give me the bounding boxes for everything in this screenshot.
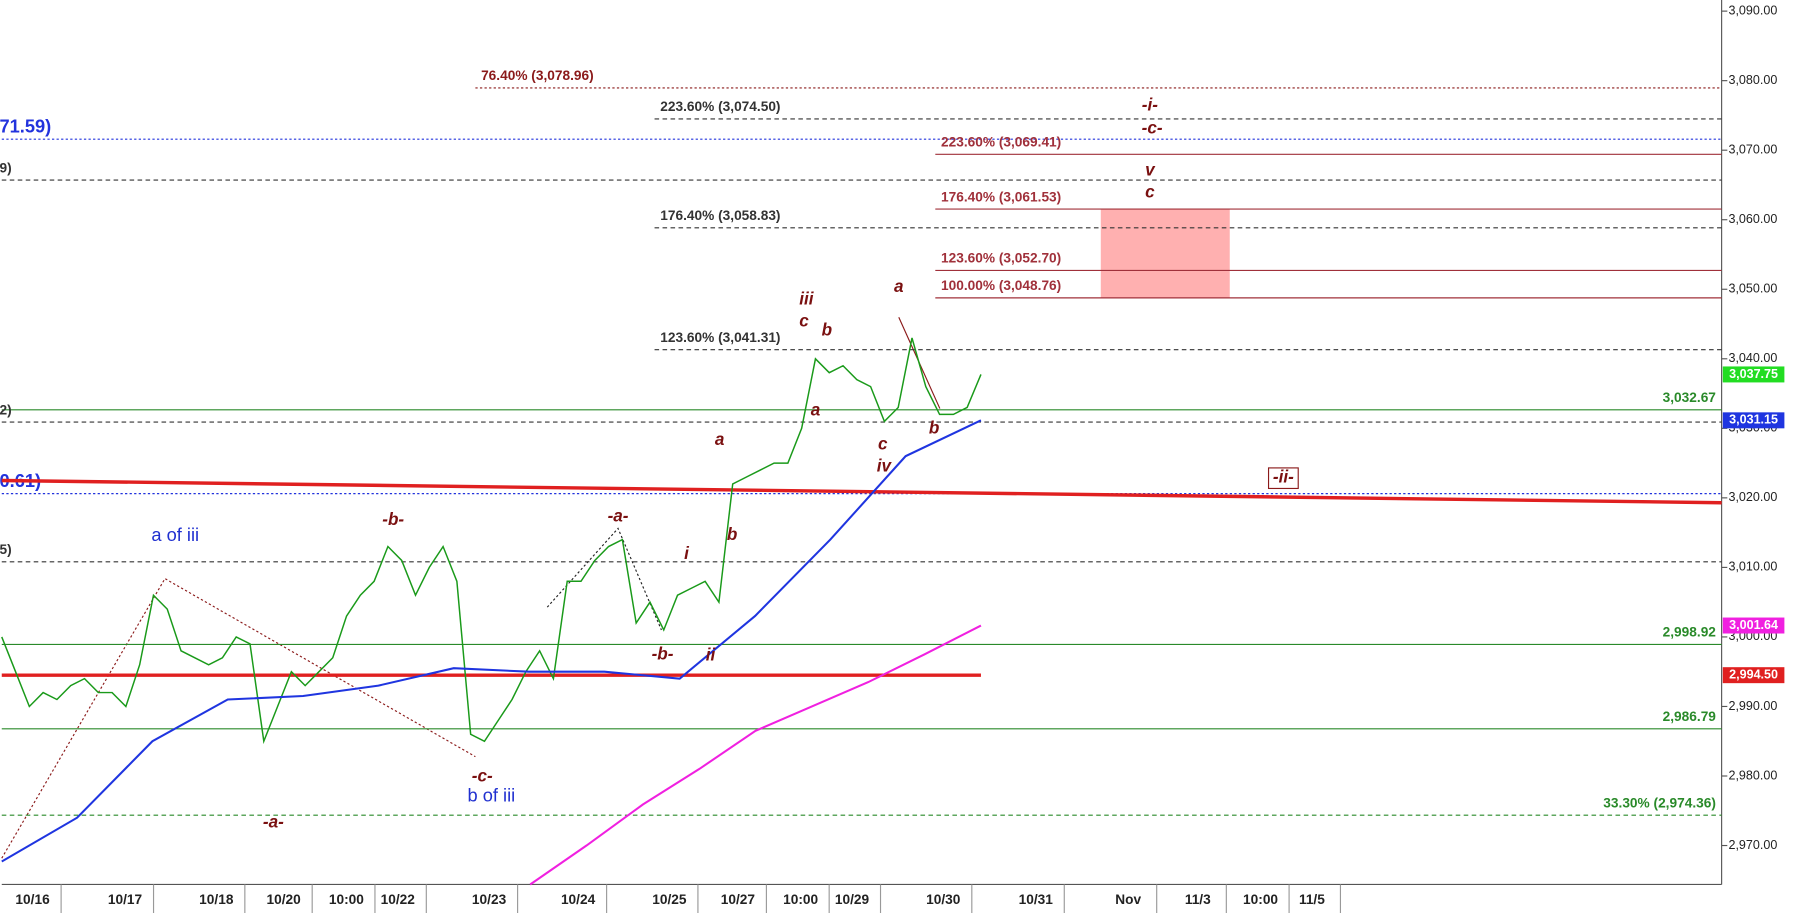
level-label: 9) [0, 160, 12, 175]
y-tick-label: 3,090.00 [1728, 3, 1777, 17]
y-tick-label: 3,020.00 [1728, 490, 1777, 504]
level-label: 223.60% (3,069.41) [941, 134, 1061, 149]
level-label: 223.60% (3,074.50) [660, 99, 780, 114]
wave-label: i [684, 544, 690, 563]
x-tick-label: 10/27 [721, 892, 756, 907]
price-tag-label: 3,001.64 [1729, 618, 1778, 632]
x-tick-label: 10/24 [561, 892, 596, 907]
wave-label: c [799, 311, 809, 330]
price-tag [1722, 617, 1785, 634]
level-label: 123.60% (3,052.70) [941, 251, 1061, 266]
wave-guide [546, 527, 662, 631]
x-tick-label: 10/30 [926, 892, 961, 907]
y-tick-label: 3,050.00 [1728, 282, 1777, 296]
target-zone [1100, 209, 1230, 298]
x-tick-label: 10/25 [652, 892, 687, 907]
trendline [1, 478, 1722, 505]
x-tick-label: 10/16 [15, 892, 50, 907]
x-tick-label: 11/3 [1185, 892, 1211, 907]
level-label: 123.60% (3,041.31) [660, 330, 780, 345]
price-line [1, 337, 982, 745]
x-tick-label: 11/5 [1299, 892, 1325, 907]
annotation-box [1267, 467, 1299, 490]
price-line [529, 624, 982, 886]
level-label: 100.00% (3,048.76) [941, 278, 1061, 293]
x-tick-label: 10/20 [267, 892, 302, 907]
x-tick-label: 10:00 [1243, 892, 1278, 907]
wave-label: -a- [608, 507, 629, 526]
level-label: 2) [0, 402, 12, 417]
wave-label: iii [799, 290, 815, 309]
level-label: 33.30% (2,974.36) [1603, 795, 1716, 810]
wave-label: c [1145, 182, 1155, 201]
level-label: 2,998.92 [1663, 625, 1717, 640]
wave-label: -b- [382, 510, 404, 529]
x-tick-label: 10/29 [835, 892, 870, 907]
wave-label: -ii- [1273, 468, 1294, 487]
x-tick-label: 10/17 [108, 892, 143, 907]
price-line [1, 419, 982, 863]
wave-label: -c- [472, 767, 493, 786]
y-tick-label: 2,990.00 [1728, 699, 1777, 713]
price-tag [1722, 667, 1785, 684]
price-tag-label: 2,994.50 [1729, 667, 1778, 681]
x-tick-label: 10/18 [199, 892, 234, 907]
level-label: 2,986.79 [1663, 709, 1717, 724]
y-tick-label: 2,970.00 [1728, 838, 1777, 852]
wave-guide [1, 577, 476, 859]
wave-label: -a- [263, 812, 284, 831]
y-tick-label: 3,070.00 [1728, 143, 1777, 157]
y-tick-label: 3,040.00 [1728, 351, 1777, 365]
y-tick-label: 3,060.00 [1728, 212, 1777, 226]
price-tag [1722, 366, 1785, 383]
y-tick-label: 3,080.00 [1728, 73, 1777, 87]
level-label: 5) [0, 542, 12, 557]
y-tick-label: 3,010.00 [1728, 560, 1777, 574]
wave-label: -c- [1142, 118, 1163, 137]
wave-label: a [715, 430, 725, 449]
y-tick-label: 2,980.00 [1728, 768, 1777, 782]
wave-label: c [878, 435, 888, 454]
wave-label: ii [706, 646, 717, 665]
x-tick-label: 10:00 [329, 892, 364, 907]
x-tick-label: 10:00 [783, 892, 818, 907]
wave-label: a [811, 400, 821, 419]
level-label: 71.59) [0, 116, 51, 137]
wave-label: b of iii [468, 784, 516, 805]
wave-label: iv [877, 456, 893, 475]
x-tick-label: 10/23 [472, 892, 507, 907]
wave-label: -i- [1142, 96, 1158, 115]
wave-label: b [929, 419, 939, 438]
level-label: 176.40% (3,061.53) [941, 189, 1061, 204]
price-tag [1722, 412, 1785, 429]
wave-label: a of iii [151, 524, 199, 545]
x-tick-label: Nov [1115, 892, 1141, 907]
price-tag-label: 3,031.15 [1729, 413, 1778, 427]
wave-label: a [894, 277, 904, 296]
price-tag-label: 3,037.75 [1729, 367, 1778, 381]
level-label: 176.40% (3,058.83) [660, 208, 780, 223]
level-label: 76.40% (3,078.96) [481, 68, 594, 83]
level-label: 3,032.67 [1663, 390, 1717, 405]
x-tick-label: 10/31 [1019, 892, 1054, 907]
wave-label: -b- [652, 645, 674, 664]
wave-label: b [727, 525, 737, 544]
x-tick-label: 10/22 [381, 892, 416, 907]
wave-label: b [822, 320, 832, 339]
wave-label: v [1145, 161, 1156, 180]
